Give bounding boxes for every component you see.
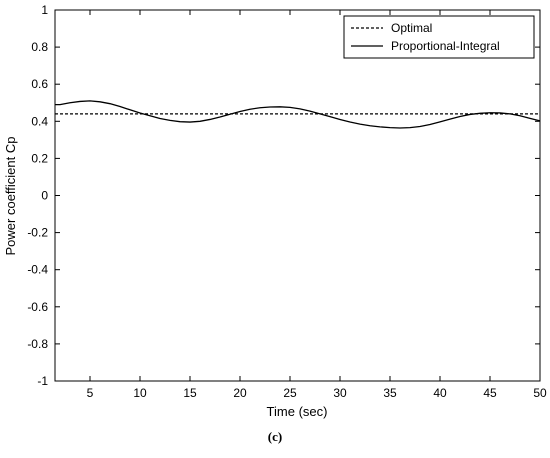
y-tick-label: -1 bbox=[37, 374, 48, 388]
x-tick-label: 5 bbox=[87, 386, 94, 400]
x-tick-label: 10 bbox=[133, 386, 147, 400]
y-tick-label: 0.2 bbox=[31, 151, 48, 165]
plot-area-frame bbox=[54, 9, 541, 382]
y-tick-label: 0.4 bbox=[31, 114, 48, 128]
legend-label-proportional-integral: Proportional-Integral bbox=[391, 39, 500, 53]
x-tick-label: 25 bbox=[283, 386, 297, 400]
x-axis-label: Time (sec) bbox=[267, 404, 328, 419]
y-axis-label: Power coefficient Cp bbox=[3, 137, 18, 256]
x-tick-label: 15 bbox=[183, 386, 197, 400]
x-tick-labels: 5 10 15 20 25 30 35 40 45 50 bbox=[87, 386, 547, 400]
y-tick-label: -0.8 bbox=[27, 337, 48, 351]
y-tick-label: 0.8 bbox=[31, 40, 48, 54]
series-line-proportional-integral bbox=[55, 100, 541, 129]
y-tick-label: -0.6 bbox=[27, 300, 48, 314]
x-tick-label: 45 bbox=[483, 386, 497, 400]
y-tick-label: 1 bbox=[41, 3, 48, 17]
x-tick-label: 30 bbox=[333, 386, 347, 400]
legend-label-optimal: Optimal bbox=[391, 21, 432, 35]
x-tick-label: 35 bbox=[383, 386, 397, 400]
x-tick-label: 50 bbox=[533, 386, 547, 400]
x-tick-label: 20 bbox=[233, 386, 247, 400]
series-layer bbox=[55, 100, 541, 129]
legend: Optimal Proportional-Integral bbox=[343, 15, 535, 59]
tick-marks bbox=[55, 9, 541, 382]
x-tick-label: 40 bbox=[433, 386, 447, 400]
y-tick-labels: -1 -0.8 -0.6 -0.4 -0.2 0 0.2 0.4 0.6 0.8 1 bbox=[27, 3, 48, 388]
y-tick-label: 0.6 bbox=[31, 77, 48, 91]
y-tick-label: -0.4 bbox=[27, 263, 48, 277]
legend-box bbox=[343, 15, 535, 59]
y-tick-label: -0.2 bbox=[27, 226, 48, 240]
y-tick-label: 0 bbox=[41, 189, 48, 203]
figure-caption: (c) bbox=[268, 429, 282, 444]
